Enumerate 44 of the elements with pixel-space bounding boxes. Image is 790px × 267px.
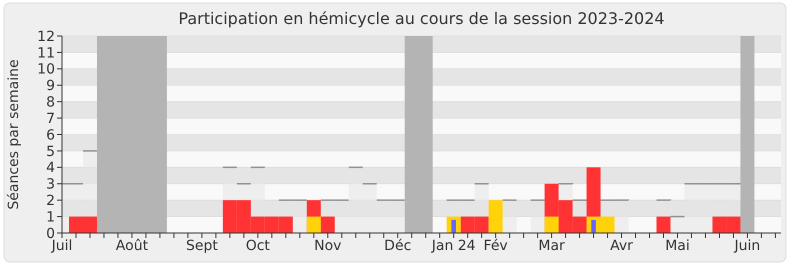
bar xyxy=(390,199,406,233)
bar xyxy=(670,216,686,233)
x-tick-label: Sept xyxy=(186,238,218,254)
bar xyxy=(544,216,559,233)
bar xyxy=(306,216,321,233)
bar xyxy=(698,183,714,233)
y-tick-label: 5 xyxy=(46,144,55,160)
x-tick-label: Déc xyxy=(384,238,412,254)
y-tick-label: 11 xyxy=(37,45,55,62)
x-tick-label: Nov xyxy=(314,238,342,254)
x-tick-label: Août xyxy=(116,238,149,254)
x-tick-label: Mar xyxy=(538,238,566,254)
bar xyxy=(614,199,630,233)
y-tick-label: 8 xyxy=(46,94,55,111)
x-tick-label: Fév xyxy=(484,238,508,254)
bar xyxy=(488,200,503,233)
y-tick-label: 6 xyxy=(46,127,56,144)
y-tick-label: 7 xyxy=(46,110,55,127)
bar xyxy=(530,199,546,233)
bar xyxy=(451,220,456,233)
x-tick-label: Mai xyxy=(665,238,690,254)
x-tick-label: Jan 24 xyxy=(430,238,476,254)
y-tick-label: 4 xyxy=(46,160,56,176)
bar xyxy=(292,199,308,233)
bar xyxy=(502,199,518,233)
y-axis-title: Séances par semaine xyxy=(6,59,22,210)
y-tick-label: 9 xyxy=(46,78,55,94)
x-tick-label: Oct xyxy=(246,238,270,254)
bar xyxy=(684,183,700,233)
y-tick-label: 1 xyxy=(46,209,55,226)
bar xyxy=(348,166,364,233)
y-tick-label: 2 xyxy=(46,193,55,210)
bar xyxy=(334,199,350,233)
bar xyxy=(362,183,378,233)
bar xyxy=(591,220,596,233)
bar xyxy=(320,216,335,233)
x-tick-label: Juin xyxy=(734,238,760,254)
bar xyxy=(376,199,392,233)
y-tick-label: 3 xyxy=(46,176,55,193)
x-tick-label: Avr xyxy=(610,238,634,254)
chart-title: Participation en hémicycle au cours de la session 2023-2024 xyxy=(178,9,665,28)
bar xyxy=(656,216,670,233)
y-tick-label: 10 xyxy=(37,62,55,78)
y-tick-label: 12 xyxy=(37,28,55,45)
